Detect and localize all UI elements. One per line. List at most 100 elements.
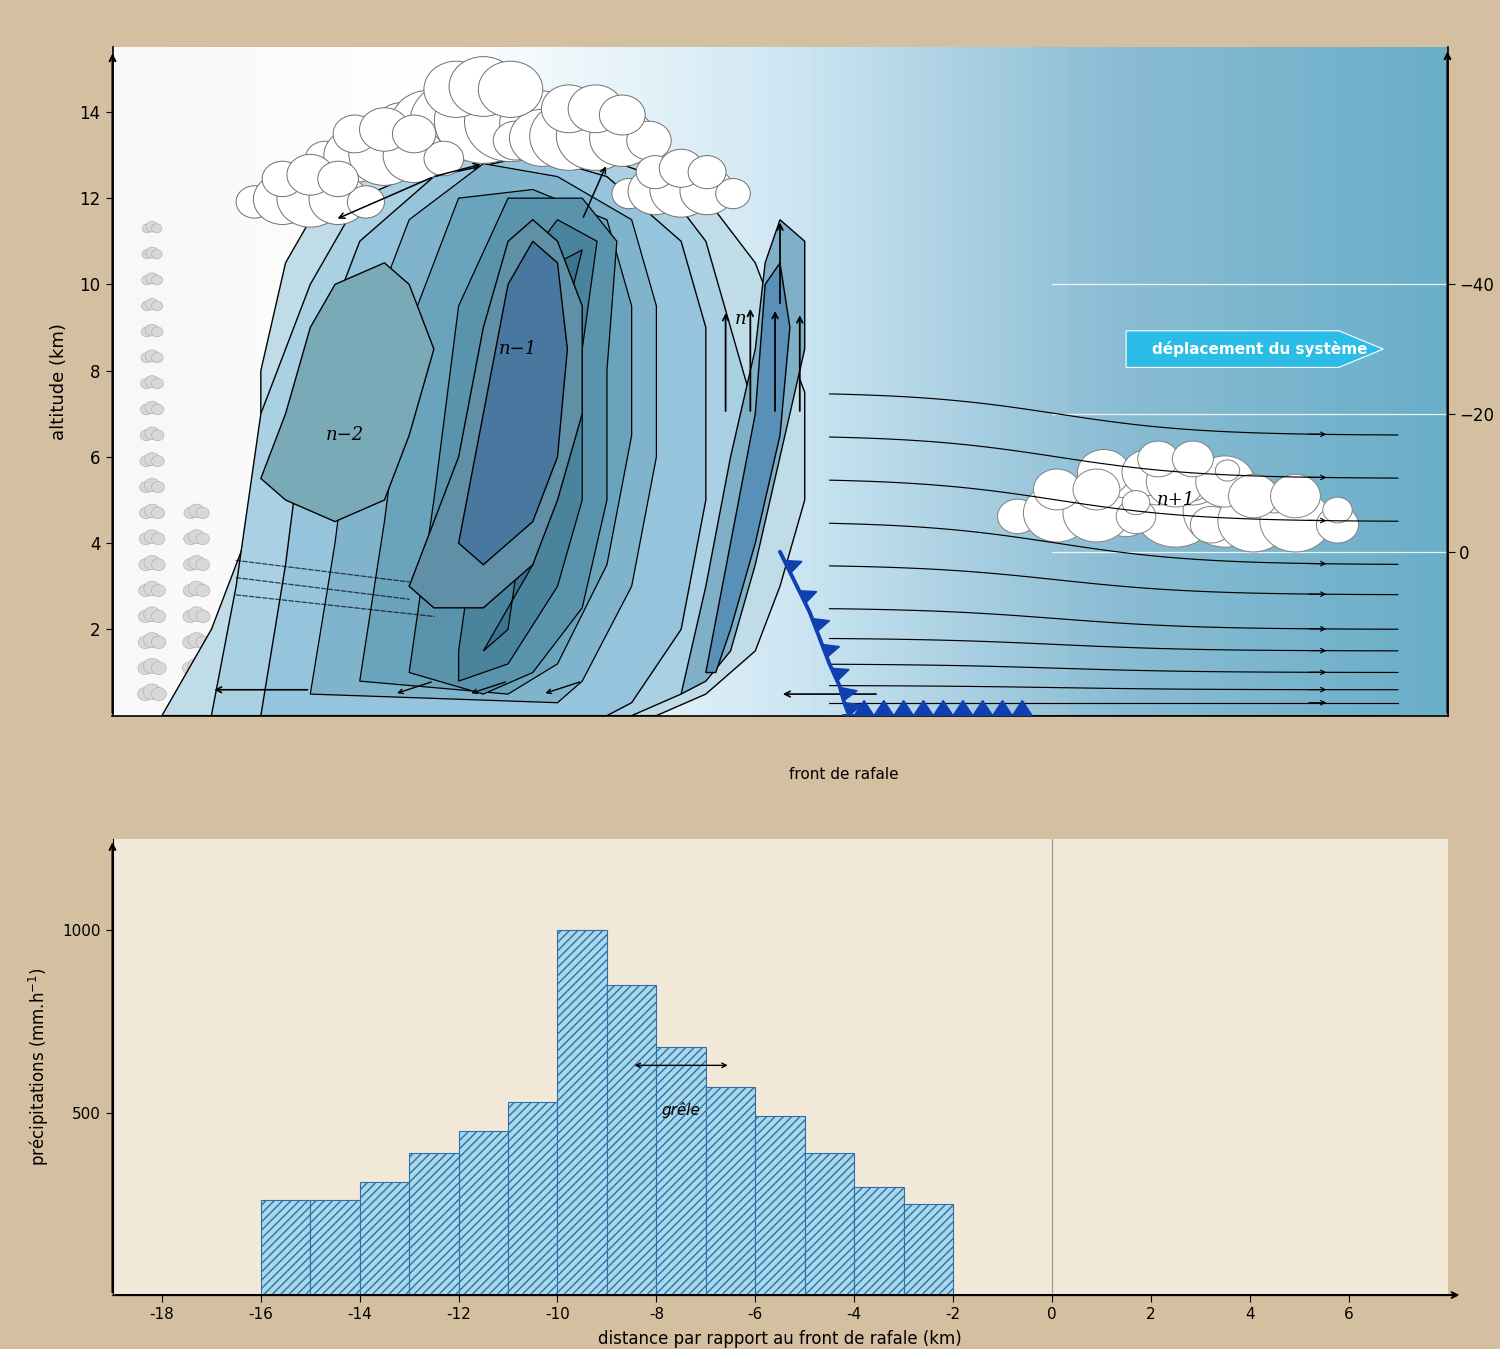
Circle shape [144,658,160,673]
Text: front de rafale: front de rafale [789,768,898,782]
Bar [310,1201,360,1295]
Circle shape [196,507,208,519]
Circle shape [1072,469,1120,510]
Circle shape [146,401,159,414]
Circle shape [144,530,160,544]
Polygon shape [261,155,706,715]
Circle shape [478,61,543,117]
Circle shape [152,662,166,674]
Circle shape [144,556,160,569]
Circle shape [146,272,159,283]
Circle shape [144,581,160,595]
Circle shape [393,115,436,152]
Circle shape [140,430,153,441]
Circle shape [152,482,165,492]
Circle shape [141,352,153,363]
Polygon shape [894,700,914,715]
Circle shape [196,533,210,545]
Circle shape [306,142,345,175]
Circle shape [144,453,159,465]
Circle shape [183,558,196,571]
Circle shape [196,610,210,623]
Circle shape [142,224,153,233]
Circle shape [254,174,312,224]
Circle shape [146,349,159,362]
Circle shape [196,688,211,700]
Circle shape [1323,498,1352,523]
Circle shape [392,90,466,156]
Circle shape [152,584,165,596]
Circle shape [424,142,464,175]
Circle shape [152,610,165,623]
Circle shape [1036,483,1082,522]
Circle shape [542,85,597,132]
Polygon shape [914,700,933,715]
Circle shape [152,224,162,233]
Polygon shape [993,700,1012,715]
Polygon shape [812,619,830,631]
FancyArrow shape [1126,331,1383,367]
Circle shape [318,161,358,197]
Circle shape [144,479,159,491]
Polygon shape [800,591,818,603]
Circle shape [1064,484,1130,542]
Circle shape [324,128,386,182]
Circle shape [1034,469,1080,510]
Circle shape [196,662,210,674]
Circle shape [333,115,376,152]
Circle shape [1215,460,1239,482]
Circle shape [636,155,674,189]
Circle shape [500,90,576,156]
Circle shape [184,507,196,519]
Polygon shape [831,668,849,681]
Circle shape [660,150,704,188]
Circle shape [196,635,210,649]
Circle shape [1170,483,1215,522]
Circle shape [141,275,153,285]
Circle shape [138,662,153,674]
Circle shape [1210,468,1245,498]
Y-axis label: précipitations (mm.h$^{-1}$): précipitations (mm.h$^{-1}$) [27,967,51,1167]
Circle shape [188,658,206,673]
Circle shape [144,607,160,622]
Circle shape [183,584,196,596]
Y-axis label: altitude (km): altitude (km) [51,322,69,440]
Circle shape [448,57,518,116]
Circle shape [189,505,204,518]
Polygon shape [410,198,616,695]
Polygon shape [459,241,567,565]
Circle shape [1134,473,1218,548]
Circle shape [146,324,159,336]
Circle shape [183,610,196,623]
Text: n+1: n+1 [1156,491,1194,509]
Circle shape [278,169,344,227]
Circle shape [600,94,645,135]
Circle shape [612,178,646,209]
Circle shape [189,530,204,544]
Polygon shape [483,250,582,652]
Circle shape [1066,465,1142,532]
Text: n−1: n−1 [500,340,537,357]
Circle shape [1146,456,1204,507]
Circle shape [590,109,656,166]
Polygon shape [681,220,804,695]
Polygon shape [410,220,582,608]
Circle shape [465,81,556,162]
Circle shape [1077,449,1130,495]
Circle shape [1122,449,1174,495]
Circle shape [435,78,532,163]
Circle shape [410,81,503,162]
Circle shape [144,428,159,440]
Circle shape [1116,499,1156,534]
Circle shape [375,103,429,150]
Polygon shape [822,645,840,657]
Circle shape [146,221,158,232]
Polygon shape [844,703,862,716]
Circle shape [1184,473,1268,548]
Circle shape [530,103,608,170]
Circle shape [556,103,634,170]
Circle shape [1137,441,1179,476]
Circle shape [141,405,153,414]
Circle shape [141,301,153,310]
Circle shape [627,121,670,161]
